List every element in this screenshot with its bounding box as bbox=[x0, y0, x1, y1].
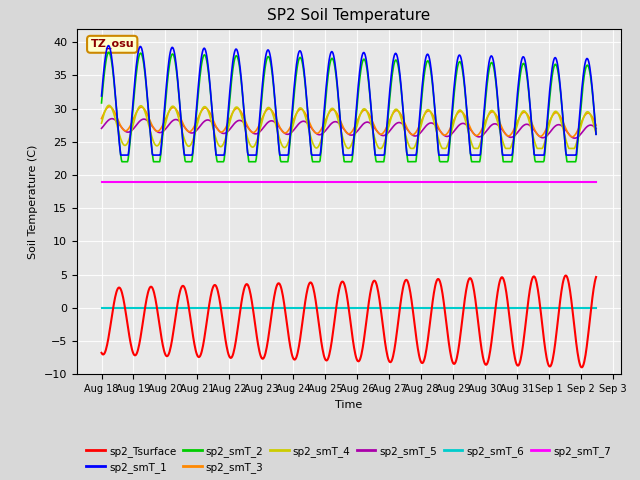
Legend: sp2_Tsurface, sp2_smT_1, sp2_smT_2, sp2_smT_3, sp2_smT_4, sp2_smT_5, sp2_smT_6, : sp2_Tsurface, sp2_smT_1, sp2_smT_2, sp2_… bbox=[83, 442, 615, 477]
X-axis label: Time: Time bbox=[335, 400, 362, 409]
Text: TZ_osu: TZ_osu bbox=[90, 39, 134, 49]
Title: SP2 Soil Temperature: SP2 Soil Temperature bbox=[267, 9, 431, 24]
Y-axis label: Soil Temperature (C): Soil Temperature (C) bbox=[28, 144, 38, 259]
